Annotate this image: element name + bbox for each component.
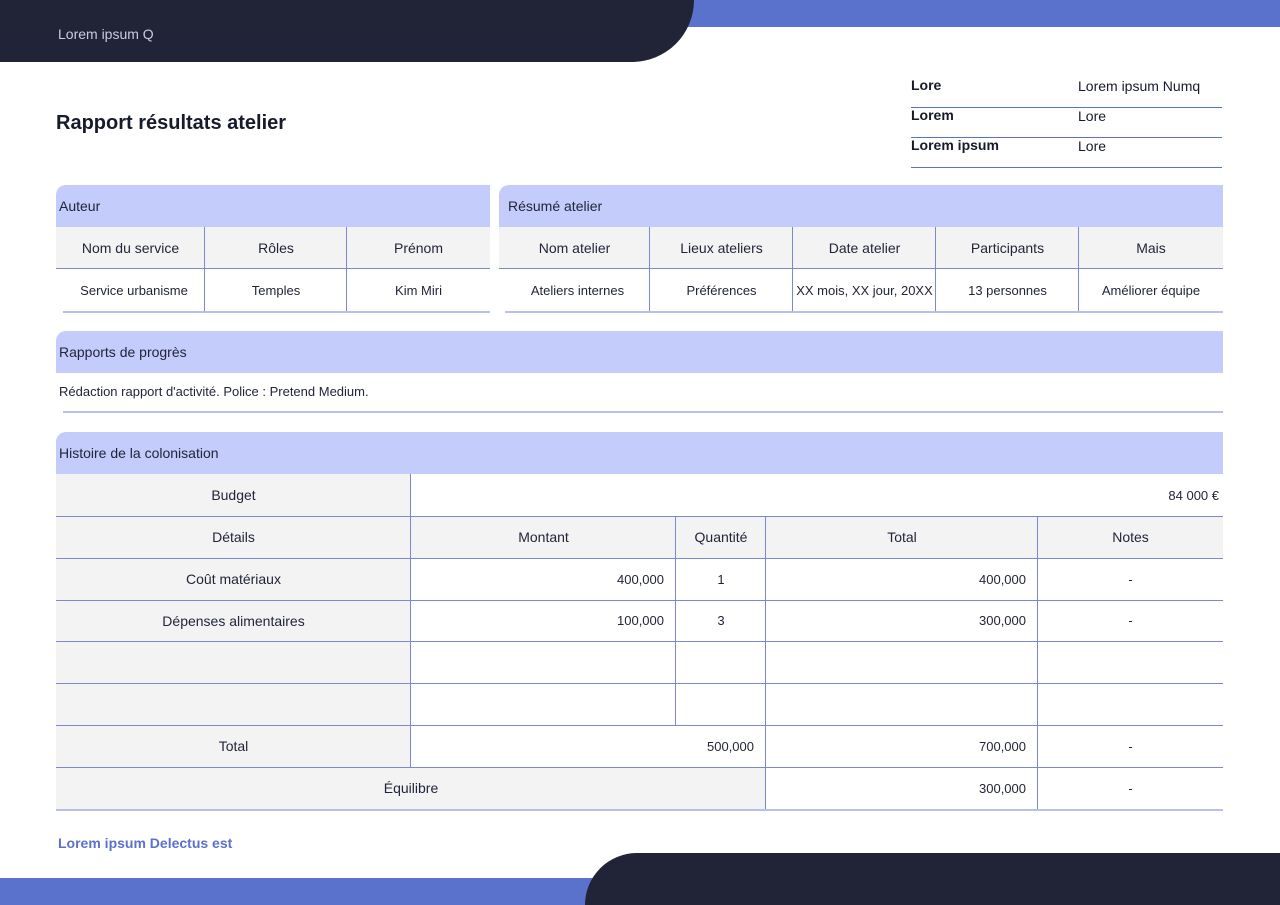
table-row-notes: - — [1128, 571, 1133, 587]
divider — [63, 411, 1223, 413]
history-header-cell: Montant — [411, 516, 676, 558]
table-row-quantite: 1 — [717, 571, 725, 587]
table-row-montant: 100,000 — [617, 613, 664, 628]
footer-text: Lorem ipsum Delectus est — [58, 835, 233, 851]
header-accent-shape — [585, 0, 1280, 27]
info-value: Lore — [1078, 108, 1107, 124]
history-section-header: Histoire de la colonisation — [56, 432, 1223, 474]
resume-header-cell: Nom atelier — [499, 227, 650, 268]
history-header-cell: Total — [766, 516, 1038, 558]
progress-section-header: Rapports de progrès — [56, 331, 1223, 373]
total-notes: - — [1128, 738, 1133, 754]
table-row-details: Dépenses alimentaires — [56, 600, 411, 641]
divider — [505, 311, 1223, 313]
divider — [675, 516, 676, 725]
auteur-cell: Temples — [251, 282, 301, 298]
history-header-cell: Notes — [1038, 516, 1223, 558]
header-band — [0, 0, 694, 62]
divider — [56, 725, 1223, 726]
info-value: Lore — [1078, 138, 1107, 154]
resume-header-cell: Lieux ateliers — [650, 227, 793, 268]
divider — [204, 227, 205, 311]
resume-section-header: Résumé atelier — [499, 185, 1223, 227]
table-row-montant: 400,000 — [617, 571, 664, 587]
resume-cell: Ateliers internes — [530, 282, 625, 298]
resume-header-cell: Participants — [936, 227, 1079, 268]
total-total: 700,000 — [979, 738, 1026, 754]
info-key: Lorem ipsum — [911, 137, 999, 153]
auteur-cell: Service urbanisme — [80, 282, 188, 298]
divider — [56, 600, 1223, 601]
table-row-quantite: 3 — [717, 613, 725, 628]
divider — [765, 516, 766, 809]
table-row-total: 400,000 — [979, 571, 1026, 587]
divider — [56, 641, 1223, 642]
budget-label: Budget — [56, 474, 411, 516]
info-key: Lorem — [911, 107, 954, 123]
info-key: Lore — [911, 77, 942, 93]
progress-text: Rédaction rapport d'activité. Police : P… — [59, 384, 369, 399]
budget-value: 84 000 € — [1168, 487, 1219, 503]
page-title: Rapport résultats atelier — [56, 112, 287, 134]
info-row: Lore Lorem ipsum Numq — [911, 77, 1222, 108]
resume-header-cell: Mais — [1079, 227, 1223, 268]
divider — [56, 683, 1223, 684]
resume-header-cell: Date atelier — [793, 227, 936, 268]
divider — [935, 227, 936, 311]
divider — [56, 516, 1223, 517]
history-header-cell: Détails — [56, 516, 411, 558]
divider — [1078, 227, 1079, 311]
table-row-details: Coût matériaux — [56, 558, 411, 600]
info-row: Lorem ipsum Lore — [911, 137, 1222, 168]
auteur-section-header: Auteur — [56, 185, 490, 227]
auteur-header-cell: Prénom — [347, 227, 490, 268]
balance-label: Équilibre — [56, 767, 766, 809]
table-row-details — [56, 641, 411, 683]
history-header-cell: Quantité — [676, 516, 766, 558]
divider — [410, 474, 411, 767]
table-row-total: 300,000 — [979, 613, 1026, 628]
auteur-header-cell: Nom du service — [56, 227, 205, 268]
divider — [56, 268, 490, 269]
divider — [63, 311, 490, 313]
divider — [649, 227, 650, 311]
footer-band — [585, 853, 1280, 905]
resume-cell: XX mois, XX jour, 20XX — [796, 282, 933, 298]
divider — [56, 558, 1223, 559]
divider — [56, 809, 1223, 811]
total-label: Total — [56, 725, 411, 767]
info-value: Lorem ipsum Numq — [1078, 78, 1201, 94]
total-montant: 500,000 — [707, 738, 754, 754]
footer-accent-shape — [0, 878, 640, 905]
table-row-notes: - — [1128, 613, 1133, 628]
balance-total: 300,000 — [979, 780, 1026, 796]
resume-cell: 13 personnes — [968, 282, 1047, 298]
table-row-details — [56, 683, 411, 725]
divider — [499, 268, 1223, 269]
auteur-header-cell: Rôles — [205, 227, 347, 268]
divider — [792, 227, 793, 311]
divider — [346, 227, 347, 311]
info-row: Lorem Lore — [911, 107, 1222, 138]
resume-cell: Améliorer équipe — [1101, 282, 1201, 298]
divider — [1037, 516, 1038, 809]
app-title: Lorem ipsum Q — [58, 26, 154, 42]
balance-notes: - — [1128, 780, 1133, 796]
divider — [56, 767, 1223, 768]
resume-cell: Préférences — [686, 282, 757, 298]
auteur-cell: Kim Miri — [395, 282, 442, 298]
